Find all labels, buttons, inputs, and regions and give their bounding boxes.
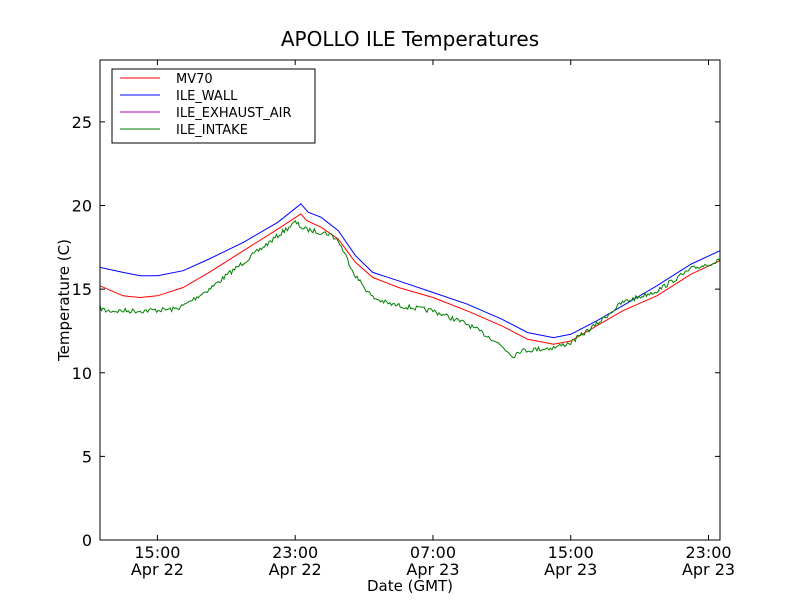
series-line-ile-wall: [99, 203, 721, 339]
legend-box: [111, 68, 316, 144]
x-tick-label-time: 07:00: [410, 543, 456, 562]
x-tick-label-time: 15:00: [134, 543, 180, 562]
plot-frame: [99, 59, 721, 541]
series-line-mv70: [99, 213, 721, 345]
chart-title: APOLLO ILE Temperatures: [281, 27, 539, 51]
y-tick-label: 15: [72, 280, 92, 299]
legend-label: MV70: [176, 72, 213, 87]
series-line-ile-intake: [99, 220, 721, 359]
x-tick-label-time: 23:00: [685, 543, 731, 562]
x-tick-label-date: Apr 22: [269, 560, 322, 579]
x-tick-label-time: 23:00: [272, 543, 318, 562]
x-tick-label-date: Apr 22: [131, 560, 184, 579]
y-tick-label: 25: [72, 113, 92, 132]
x-axis-label: Date (GMT): [367, 577, 453, 595]
x-tick-label-time: 15:00: [548, 543, 594, 562]
legend-label: ILE_INTAKE: [176, 123, 248, 138]
series-layer: [99, 203, 721, 359]
y-tick-label: 20: [72, 197, 92, 216]
y-axis: 0 5 10 15 20 25: [72, 113, 720, 550]
x-tick-label-date: Apr 23: [544, 560, 597, 579]
y-axis-label: Temperature (C): [55, 239, 73, 362]
legend-label: ILE_WALL: [176, 89, 238, 104]
x-tick-label-date: Apr 23: [406, 560, 459, 579]
x-tick-label-date: Apr 23: [682, 560, 735, 579]
legend-label: ILE_EXHAUST_AIR: [176, 106, 292, 121]
y-tick-label: 10: [72, 364, 92, 383]
y-tick-label: 5: [82, 447, 92, 466]
y-tick-label: 0: [82, 531, 92, 550]
legend: MV70 ILE_WALL ILE_EXHAUST_AIR ILE_INTAKE: [111, 68, 316, 144]
